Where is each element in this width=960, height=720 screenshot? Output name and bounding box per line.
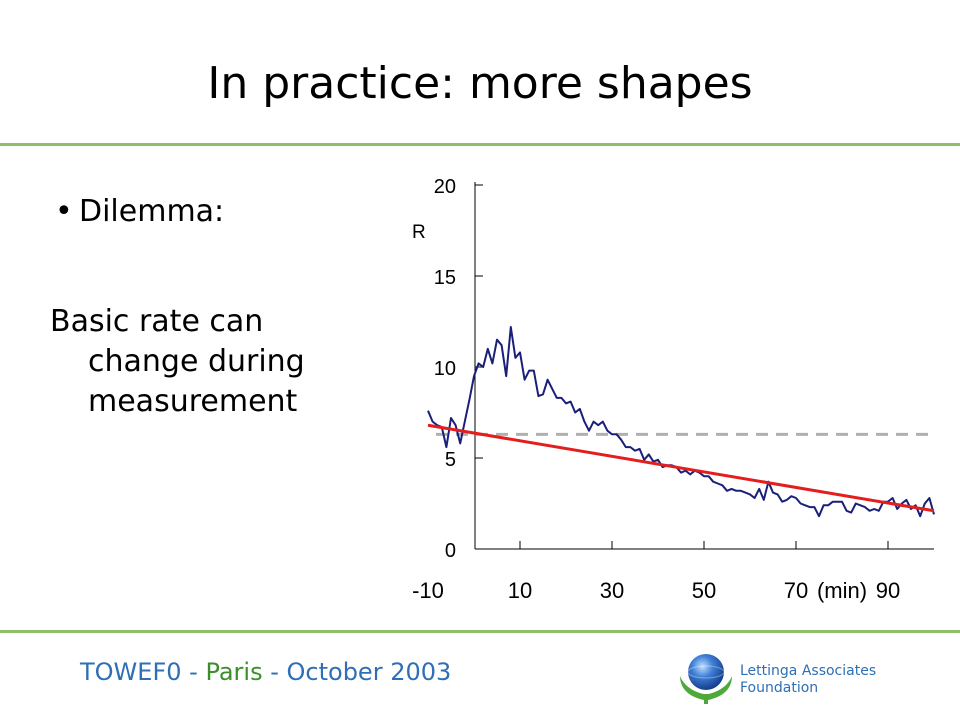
y-tick-label: 15 (434, 267, 456, 289)
x-tick-label: 70 (784, 578, 808, 603)
x-tick-label: -10 (412, 578, 444, 603)
series-line (427, 326, 935, 518)
bullet-marker: • (55, 194, 73, 229)
bullet-text: Dilemma: (79, 194, 225, 229)
x-unit-label: (min) (817, 578, 867, 603)
y-tick-label: 5 (445, 449, 456, 471)
footer-city: Paris (205, 658, 263, 686)
footer-part-2: October 2003 (286, 658, 452, 686)
paragraph-line-1: Basic rate can (50, 304, 264, 339)
rate-chart: 0 5 10 15 20 -10 10 30 50 70 90 (min) R (412, 176, 935, 603)
footer-separator-1: - (181, 658, 206, 686)
top-divider (0, 143, 960, 146)
organization-line-2: Foundation (740, 680, 819, 696)
globe-with-hands-icon (680, 654, 732, 704)
bullet-item: • Dilemma: (55, 194, 224, 229)
slide-title: In practice: more shapes (207, 58, 753, 109)
y-axis-label: R (412, 222, 426, 243)
y-tick-label: 20 (434, 176, 456, 198)
y-tick-label: 0 (445, 540, 456, 562)
x-tick-label: 10 (508, 578, 532, 603)
organization-line-1: Lettinga Associates (740, 663, 877, 679)
y-tick-label: 10 (434, 358, 456, 380)
organization-name: Lettinga Associates Foundation (740, 663, 876, 697)
x-tick-label: 90 (876, 578, 900, 603)
body-paragraph: Basic rate can change during measurement (50, 302, 380, 422)
paragraph-line-2: change during (88, 344, 305, 379)
bottom-divider (0, 630, 960, 633)
footer-separator-2: - (262, 658, 287, 686)
x-tick-label: 30 (600, 578, 624, 603)
footer-text: TOWEF0 - Paris - October 2003 (80, 658, 451, 686)
x-tick-label: 50 (692, 578, 716, 603)
trend-line (427, 423, 935, 513)
paragraph-line-3: measurement (88, 384, 298, 419)
footer-part-1: TOWEF0 (80, 658, 182, 686)
